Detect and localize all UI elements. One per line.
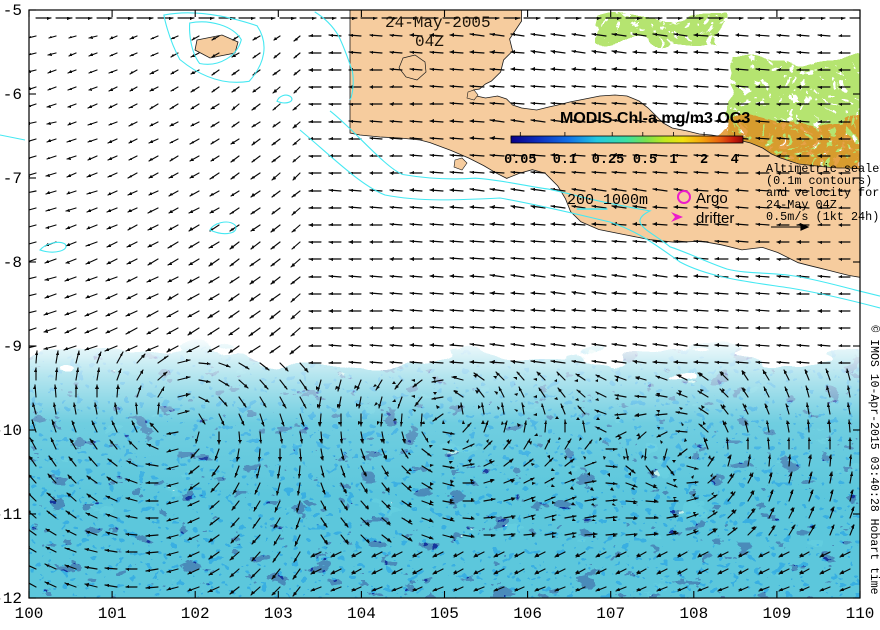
svg-text:103: 103 [264,605,293,623]
svg-text:1: 1 [669,153,677,168]
svg-text:-7: -7 [3,170,22,188]
svg-text:drifter: drifter [696,210,734,227]
svg-text:2: 2 [700,153,708,168]
svg-text:© IMOS 10-Apr-2015 03:40:28 Ho: © IMOS 10-Apr-2015 03:40:28 Hobart time [867,325,880,594]
svg-text:200 1000m: 200 1000m [567,192,648,209]
svg-text:-11: -11 [0,506,22,524]
svg-text:104: 104 [347,605,376,623]
svg-text:110: 110 [846,605,875,623]
svg-text:-10: -10 [0,422,22,440]
svg-text:109: 109 [762,605,791,623]
svg-text:0.25: 0.25 [592,153,624,168]
svg-text:108: 108 [679,605,708,623]
svg-text:0.05: 0.05 [504,153,536,168]
svg-text:107: 107 [596,605,625,623]
svg-text:-5: -5 [3,2,22,20]
svg-text:-12: -12 [0,590,22,608]
svg-text:-8: -8 [3,254,22,272]
svg-text:24-May-2005: 24-May-2005 [385,14,491,32]
svg-text:102: 102 [181,605,210,623]
svg-text:105: 105 [430,605,459,623]
svg-text:-6: -6 [3,86,22,104]
svg-text:0.5m/s (1kt 24h): 0.5m/s (1kt 24h) [766,210,879,224]
svg-text:MODIS Chl-a mg/m3 OC3: MODIS Chl-a mg/m3 OC3 [560,110,750,127]
svg-text:4: 4 [731,153,739,168]
svg-text:-9: -9 [3,338,22,356]
svg-text:0.5: 0.5 [633,153,657,168]
svg-text:04Z: 04Z [415,33,444,51]
svg-text:Argo: Argo [696,190,728,207]
svg-text:106: 106 [513,605,542,623]
svg-text:101: 101 [98,605,127,623]
svg-text:0.1: 0.1 [553,153,577,168]
